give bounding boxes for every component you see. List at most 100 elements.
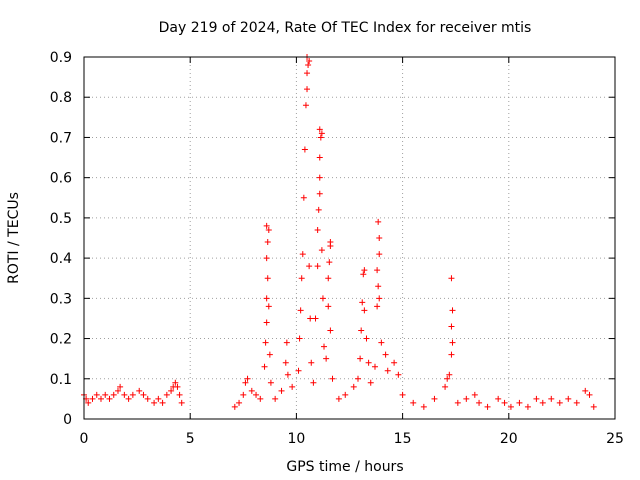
data-point xyxy=(382,351,389,358)
data-point xyxy=(507,403,514,410)
data-point xyxy=(257,395,264,402)
x-tick-label: 25 xyxy=(606,431,624,447)
data-point xyxy=(375,218,382,225)
data-point xyxy=(317,134,324,141)
data-point xyxy=(265,226,272,233)
data-point xyxy=(573,399,580,406)
data-point xyxy=(316,190,323,197)
data-point xyxy=(556,399,563,406)
data-point xyxy=(548,395,555,402)
data-point xyxy=(318,247,325,254)
chart-title: Day 219 of 2024, Rate Of TEC Index for r… xyxy=(159,20,532,36)
data-point xyxy=(144,395,151,402)
data-point xyxy=(289,383,296,390)
data-point xyxy=(263,255,270,262)
x-tick-label: 20 xyxy=(500,431,518,447)
x-tick-label: 5 xyxy=(186,431,195,447)
data-point xyxy=(264,275,271,282)
data-point xyxy=(140,391,147,398)
data-point xyxy=(263,222,270,229)
data-point xyxy=(350,383,357,390)
data-point xyxy=(323,355,330,362)
y-tick-label: 0.1 xyxy=(50,372,72,388)
data-point xyxy=(267,379,274,386)
data-point xyxy=(444,375,451,382)
data-point xyxy=(302,102,309,109)
data-point xyxy=(448,275,455,282)
data-point xyxy=(327,239,334,246)
data-point xyxy=(85,399,92,406)
data-point xyxy=(298,275,305,282)
data-point xyxy=(321,343,328,350)
data-point xyxy=(278,387,285,394)
data-point xyxy=(172,379,179,386)
data-point xyxy=(431,395,438,402)
data-point xyxy=(329,375,336,382)
data-point xyxy=(446,371,453,378)
data-point xyxy=(304,86,311,93)
data-point xyxy=(261,363,268,370)
data-point xyxy=(93,391,100,398)
data-point xyxy=(371,363,378,370)
data-point xyxy=(253,391,260,398)
data-point xyxy=(391,359,398,366)
data-point xyxy=(586,391,593,398)
data-point xyxy=(163,391,170,398)
data-point xyxy=(495,395,502,402)
data-point xyxy=(316,154,323,161)
data-point xyxy=(367,379,374,386)
data-point xyxy=(136,387,143,394)
data-point xyxy=(319,295,326,302)
data-point xyxy=(263,319,270,326)
data-point xyxy=(176,391,183,398)
data-point xyxy=(484,403,491,410)
data-point xyxy=(524,403,531,410)
data-point xyxy=(272,395,279,402)
data-point xyxy=(501,399,508,406)
x-tick-label: 15 xyxy=(394,431,412,447)
data-point xyxy=(442,383,449,390)
data-point xyxy=(565,395,572,402)
x-tick-label: 0 xyxy=(80,431,89,447)
data-point xyxy=(129,391,136,398)
data-point xyxy=(361,267,368,274)
data-point xyxy=(360,271,367,278)
axis-ticks: 0 5 10 15 20 25 0 0.1 0.2 0.3 0.4 0.5 0.6 0.7 0.8 0.9 xyxy=(50,50,624,447)
data-point xyxy=(306,58,313,65)
data-point xyxy=(410,399,417,406)
data-point xyxy=(312,315,319,322)
data-point xyxy=(155,395,162,402)
x-axis-label: GPS time / hours xyxy=(286,459,403,475)
data-point xyxy=(476,399,483,406)
data-point xyxy=(375,283,382,290)
data-point xyxy=(357,355,364,362)
plot-frame xyxy=(83,56,616,420)
data-point xyxy=(236,399,243,406)
data-point xyxy=(300,194,307,201)
data-point xyxy=(121,391,128,398)
data-point xyxy=(363,335,370,342)
data-point xyxy=(342,391,349,398)
data-point xyxy=(125,395,132,402)
data-point xyxy=(305,62,312,69)
data-point xyxy=(376,251,383,258)
data-point xyxy=(516,399,523,406)
data-point xyxy=(358,327,365,334)
data-point xyxy=(448,351,455,358)
data-point xyxy=(471,391,478,398)
data-point xyxy=(314,226,321,233)
y-tick-label: 0.5 xyxy=(50,211,72,227)
data-point xyxy=(102,391,109,398)
data-point xyxy=(307,315,314,322)
data-point xyxy=(335,395,342,402)
data-point xyxy=(282,359,289,366)
data-point xyxy=(231,403,238,410)
data-point xyxy=(365,359,372,366)
data-point xyxy=(374,267,381,274)
data-point xyxy=(174,383,181,390)
data-point xyxy=(262,339,269,346)
data-point xyxy=(316,126,323,133)
data-points xyxy=(81,54,597,410)
